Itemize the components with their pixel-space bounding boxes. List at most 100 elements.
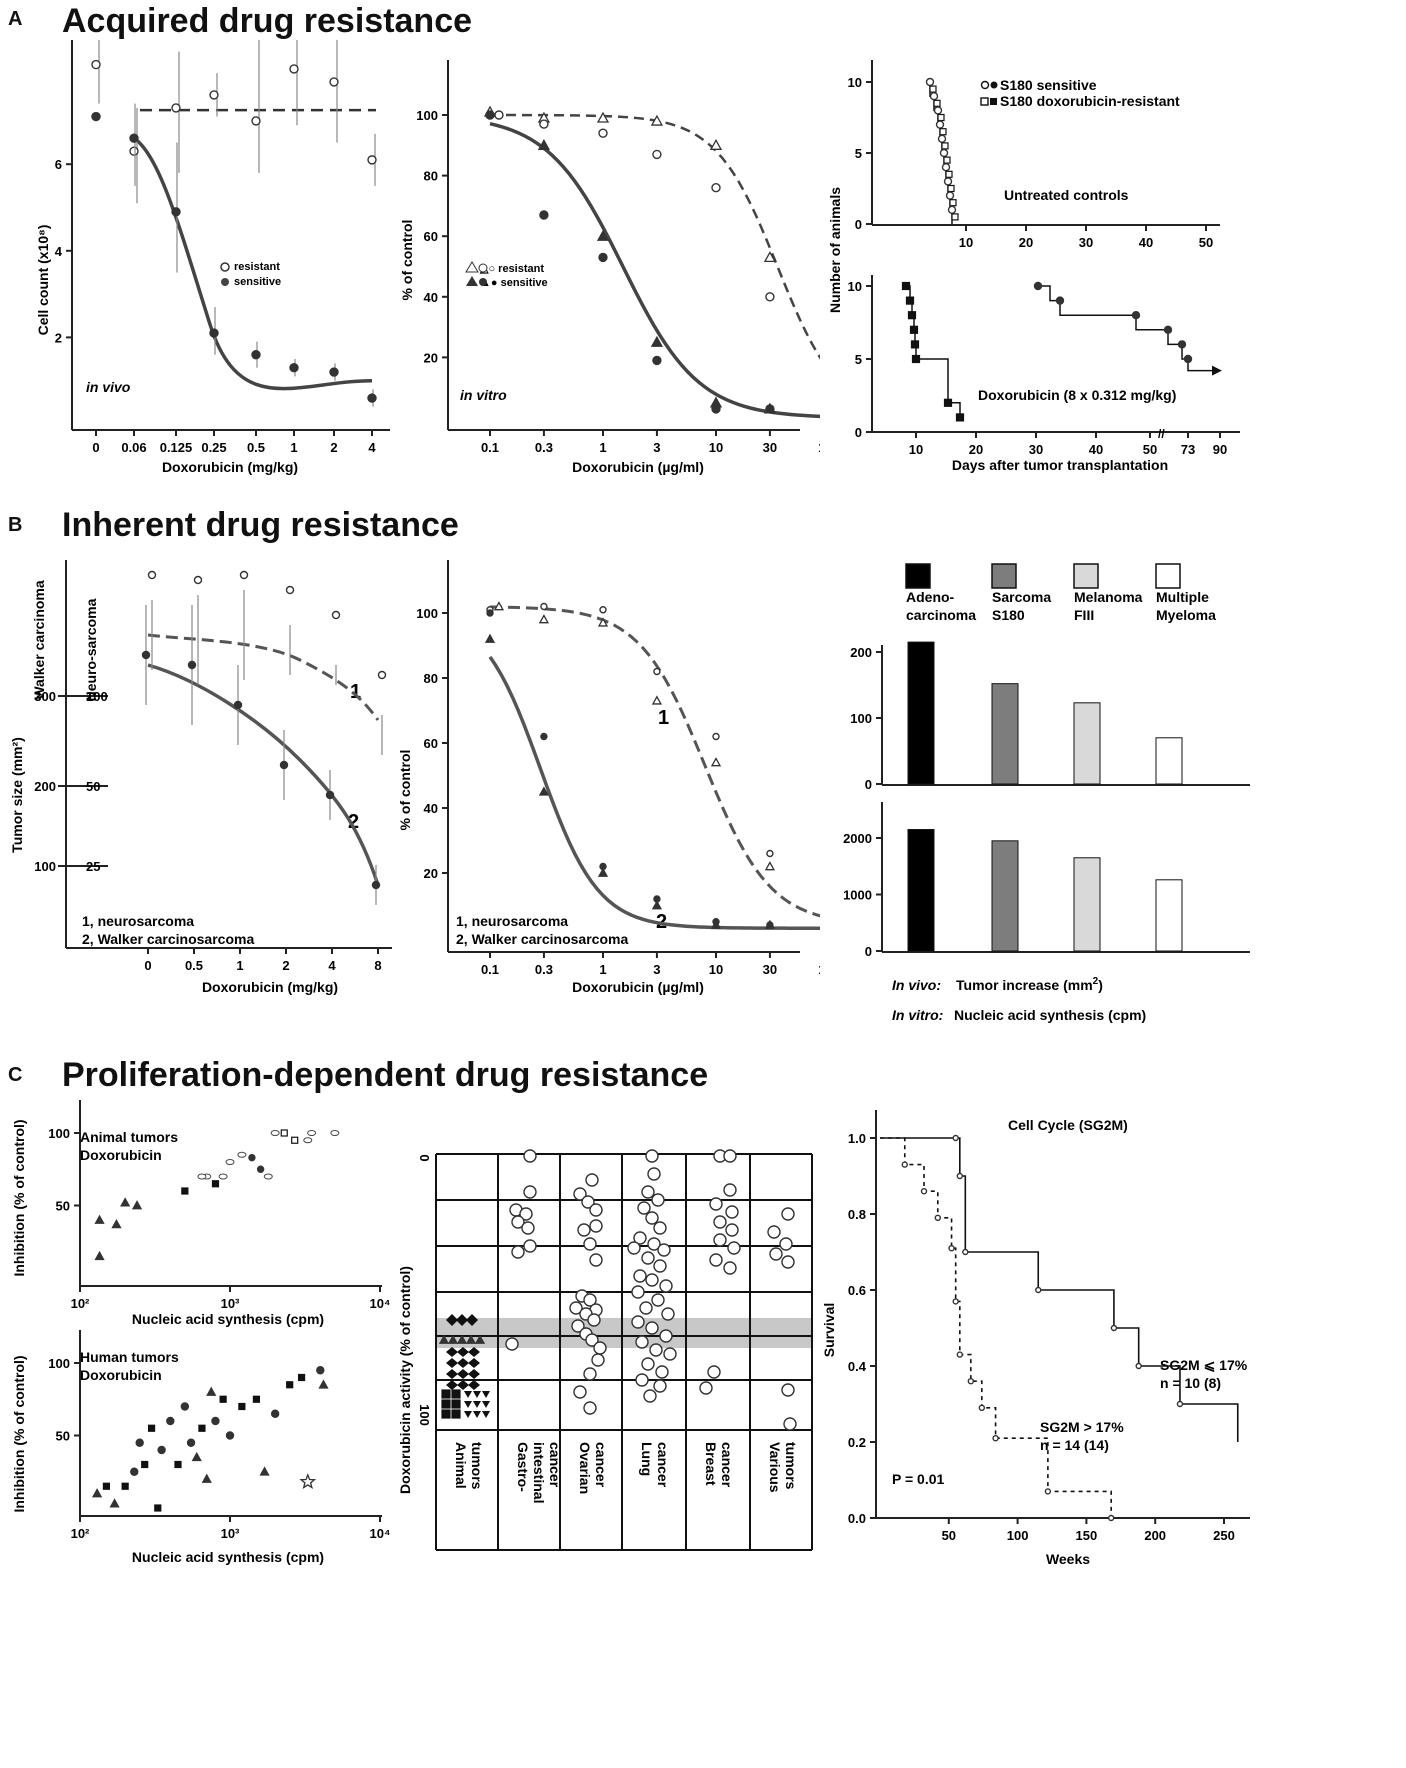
- a2-ylabel: % of control: [399, 220, 415, 301]
- b3-top-ytick-1-label: 100: [850, 711, 872, 726]
- c3-ytick-0: 0: [417, 1154, 432, 1161]
- c3-tumor-circle: [585, 1173, 599, 1187]
- c2-point: [238, 1402, 246, 1411]
- c3-tumor-circle: [633, 1231, 647, 1245]
- b3-caption-invitro: Nucleic acid synthesis (cpm): [954, 1007, 1146, 1023]
- a2-legend-circle-open: [478, 263, 488, 273]
- c4-series2-censor: [992, 1435, 999, 1442]
- b1-curve-label-1: 1: [350, 681, 361, 703]
- c2-point: [259, 1466, 270, 1476]
- c2-point: [206, 1386, 217, 1396]
- c3-ytick-1: 100: [417, 1404, 432, 1426]
- a3b-axis-break: //: [1158, 427, 1165, 441]
- c3-animal-triangle: [447, 1334, 459, 1344]
- a3a-sensitive-point: [935, 120, 945, 129]
- c3-animal-triangle: [464, 1411, 472, 1418]
- c3-tumor-circle: [783, 1417, 797, 1431]
- c3-tumor-circle: [581, 1195, 595, 1209]
- c3-tumor-circle: [511, 1245, 525, 1259]
- c3-animal-triangle: [473, 1401, 481, 1408]
- b3-bottom-bar-1: [991, 840, 1019, 952]
- c3-tumor-circle: [727, 1241, 741, 1255]
- c4-series2-censor: [978, 1404, 986, 1411]
- a3b-sensitive-point: [1163, 325, 1173, 334]
- a2-xlabel: Doxorubicin (µg/ml): [572, 459, 704, 475]
- b2-point-2: [710, 919, 722, 929]
- a1-xtick-4-label: 0.5: [247, 440, 265, 455]
- b1-point-2: [141, 650, 151, 660]
- b1-xtick-0-label: 0: [144, 958, 151, 973]
- a2-sensitive-point: [539, 210, 549, 220]
- b3-top-bar-0: [907, 641, 935, 785]
- c3-tumor-circle: [767, 1225, 781, 1239]
- c4-series2-censor: [967, 1378, 975, 1385]
- c3-tumor-circle: [769, 1247, 783, 1261]
- c3-category-label-0: tumors: [469, 1442, 485, 1490]
- c3-animal-triangle: [473, 1391, 481, 1398]
- section-a-letter: A: [8, 8, 23, 30]
- c2-point: [180, 1402, 190, 1411]
- c3-tumor-circle: [571, 1319, 585, 1333]
- b3-caption-invivo: Tumor increase (mm2): [956, 976, 1103, 993]
- c4-title: Cell Cycle (SG2M): [1008, 1117, 1128, 1133]
- b3-caption-invitro-prefix: In vitro:: [892, 1007, 943, 1023]
- a1-sensitive-point: [129, 133, 139, 143]
- c3-tumor-circle: [653, 1221, 667, 1235]
- b2-legend-2: 2, Walker carcinosarcoma: [456, 931, 628, 947]
- c2-point: [318, 1379, 329, 1389]
- c3-animal-diamond: [468, 1347, 480, 1357]
- b2-legend-1: 1, neurosarcoma: [456, 913, 568, 929]
- c3-animal-triangle: [464, 1391, 472, 1398]
- c3-tumor-circle: [713, 1215, 727, 1229]
- c3-tumor-circle: [725, 1205, 739, 1219]
- a3b-xtick-5-label: 73: [1181, 442, 1195, 457]
- c3-tumor-circle: [643, 1389, 657, 1403]
- b3-legend-swatch-0: [905, 563, 931, 589]
- b3-top-bar-3: [1155, 737, 1183, 785]
- a1-xtick-2-label: 0.125: [160, 440, 193, 455]
- c2-point: [252, 1395, 261, 1403]
- a3b-sensitive-point: [1033, 281, 1043, 291]
- b1-point-1: [331, 610, 341, 620]
- c3-animal-diamond: [466, 1314, 478, 1326]
- b3-legend-swatch-1: [991, 563, 1017, 589]
- c3-category-label-3: Lung: [639, 1442, 655, 1476]
- c1-ytick-1-label: 100: [48, 1126, 70, 1141]
- a1-xtick-0-label: 0: [92, 440, 99, 455]
- b1-point-1: [239, 570, 249, 580]
- c3-tumor-circle: [577, 1223, 591, 1237]
- c3-tumor-circle: [713, 1233, 727, 1247]
- a2-sensitive-point: [650, 335, 664, 347]
- a3b-resistant-curve: [906, 285, 961, 418]
- a1-legend-resistant: resistant: [234, 261, 280, 273]
- c3-tumor-circle: [583, 1401, 597, 1415]
- a2-legend-sensitive: ▲● sensitive: [480, 277, 548, 289]
- c4-xtick-2-label: 150: [1076, 1528, 1098, 1543]
- c3-tumor-circle: [659, 1279, 673, 1293]
- b1-ylabel: Tumor size (mm²): [9, 737, 25, 853]
- a1-sensitive-point: [91, 111, 101, 122]
- a2-annotation: in vitro: [460, 387, 507, 403]
- a3b-sensitive-point: [1183, 354, 1193, 364]
- c3-tumor-circle: [583, 1367, 597, 1381]
- a1-sensitive-fit: [132, 136, 373, 391]
- c3-category-label-1: intestinal: [531, 1442, 547, 1503]
- c1-point: [197, 1173, 207, 1180]
- a1-resistant-point: [129, 146, 139, 156]
- c3-animal-square: [451, 1389, 461, 1399]
- a3a-resistant-point: [949, 199, 957, 207]
- a3-legend-markers: [980, 80, 998, 106]
- c3-tumor-circle: [645, 1321, 659, 1335]
- a3a-ytick-1-label: 5: [855, 146, 862, 161]
- c1-point: [94, 1250, 105, 1261]
- b2-ylabel: % of control: [397, 750, 413, 831]
- c3-tumor-circle: [589, 1219, 603, 1233]
- a3a-resistant-point: [947, 184, 955, 193]
- a1-resistant-point: [171, 103, 181, 113]
- a3b-resistant-point: [907, 311, 917, 320]
- c1-point: [270, 1130, 280, 1136]
- a2-xtick-1-label: 0.3: [535, 440, 553, 455]
- a3a-xtick-0-label: 10: [959, 235, 973, 250]
- a2-xtick-6-label: 100: [818, 440, 820, 455]
- a3a-xtick-1-label: 20: [1019, 235, 1033, 250]
